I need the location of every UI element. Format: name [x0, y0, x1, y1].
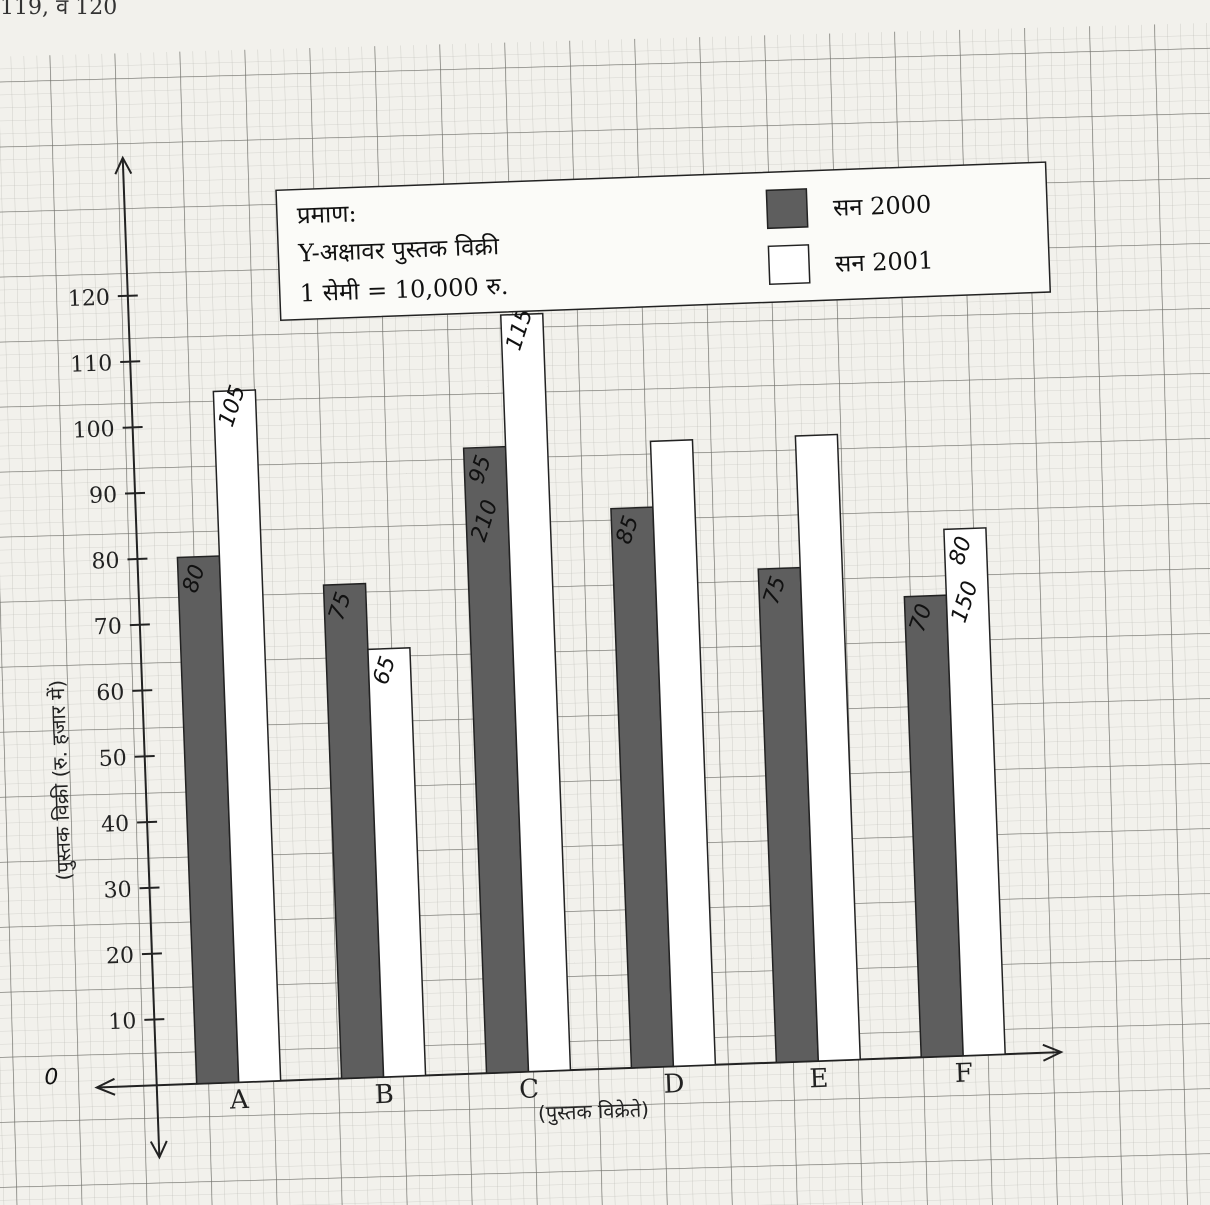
category-label: D — [663, 1069, 685, 1100]
y-tick-label: 100 — [72, 417, 115, 444]
y-tick-mark — [122, 426, 143, 429]
category-label: B — [374, 1080, 394, 1111]
bar-E-सन-2001 — [794, 433, 862, 1062]
x-axis-title: (पुस्तक विक्रेते) — [538, 1097, 650, 1126]
scale-title: प्रमाण: — [296, 199, 357, 229]
category-label: A — [228, 1085, 250, 1116]
y-tick-mark — [134, 754, 155, 758]
y-tick-mark — [127, 557, 148, 561]
y-tick-mark — [137, 820, 158, 824]
bar-B-सन-2001 — [367, 647, 427, 1078]
bar-C-सन-2001 — [499, 312, 572, 1073]
legend-frame — [275, 161, 1052, 322]
y-axis-arrow-bottom — [149, 1140, 168, 1160]
plot-area: 0 10 20 30 40 50 60 70 80 90 100 110 120 A B C D E F 80 1… — [44, 155, 1064, 1160]
y-tick-mark — [117, 294, 138, 298]
x-axis-arrow-left — [94, 1077, 116, 1096]
y-axis — [121, 157, 161, 1158]
legend-label-2000: सन 2000 — [833, 190, 932, 222]
y-tick-label: 60 — [96, 680, 125, 706]
origin-label: 0 — [44, 1065, 59, 1090]
y-tick-label: 50 — [98, 746, 127, 772]
y-tick-mark — [139, 886, 160, 890]
y-tick-label: 90 — [89, 483, 118, 509]
bar-D-सन-2001 — [649, 439, 717, 1068]
y-tick-label: 110 — [70, 351, 113, 378]
y-ticks: 10 20 30 40 50 60 70 80 90 100 110 120 — [67, 285, 165, 1035]
y-tick-label: 80 — [91, 549, 120, 575]
category-label: C — [519, 1074, 540, 1105]
legend-box: प्रमाण: Y-अक्षावर पुस्तक विक्री 1 सेमी =… — [275, 161, 1052, 322]
y-tick-mark — [120, 360, 141, 363]
x-axis-arrow-right — [1042, 1043, 1064, 1062]
y-tick-mark — [129, 623, 150, 627]
top-fragment-text: 119, व 120 — [0, 0, 117, 20]
bars — [176, 312, 1006, 1085]
bar-F-सन-2001 — [943, 527, 1006, 1057]
y-tick-label: 30 — [103, 878, 132, 904]
y-tick-label: 120 — [67, 285, 110, 312]
bar-A-सन-2001 — [212, 389, 282, 1084]
y-tick-label: 10 — [108, 1009, 137, 1035]
y-tick-label: 20 — [106, 943, 135, 969]
legend-label-2001: सन 2001 — [835, 246, 934, 278]
y-tick-mark — [132, 689, 153, 692]
legend-swatch-2001 — [767, 244, 811, 286]
category-label: F — [954, 1058, 973, 1089]
category-labels: A B C D E F — [228, 1058, 973, 1115]
y-tick-label: 40 — [101, 812, 130, 838]
category-label: E — [809, 1064, 829, 1095]
y-tick-mark — [144, 1018, 165, 1021]
y-tick-mark — [141, 952, 162, 956]
y-tick-label: 70 — [93, 614, 122, 640]
y-axis-arrow-top — [114, 155, 133, 175]
legend-swatch-2000 — [765, 188, 809, 230]
y-tick-mark — [124, 491, 146, 495]
